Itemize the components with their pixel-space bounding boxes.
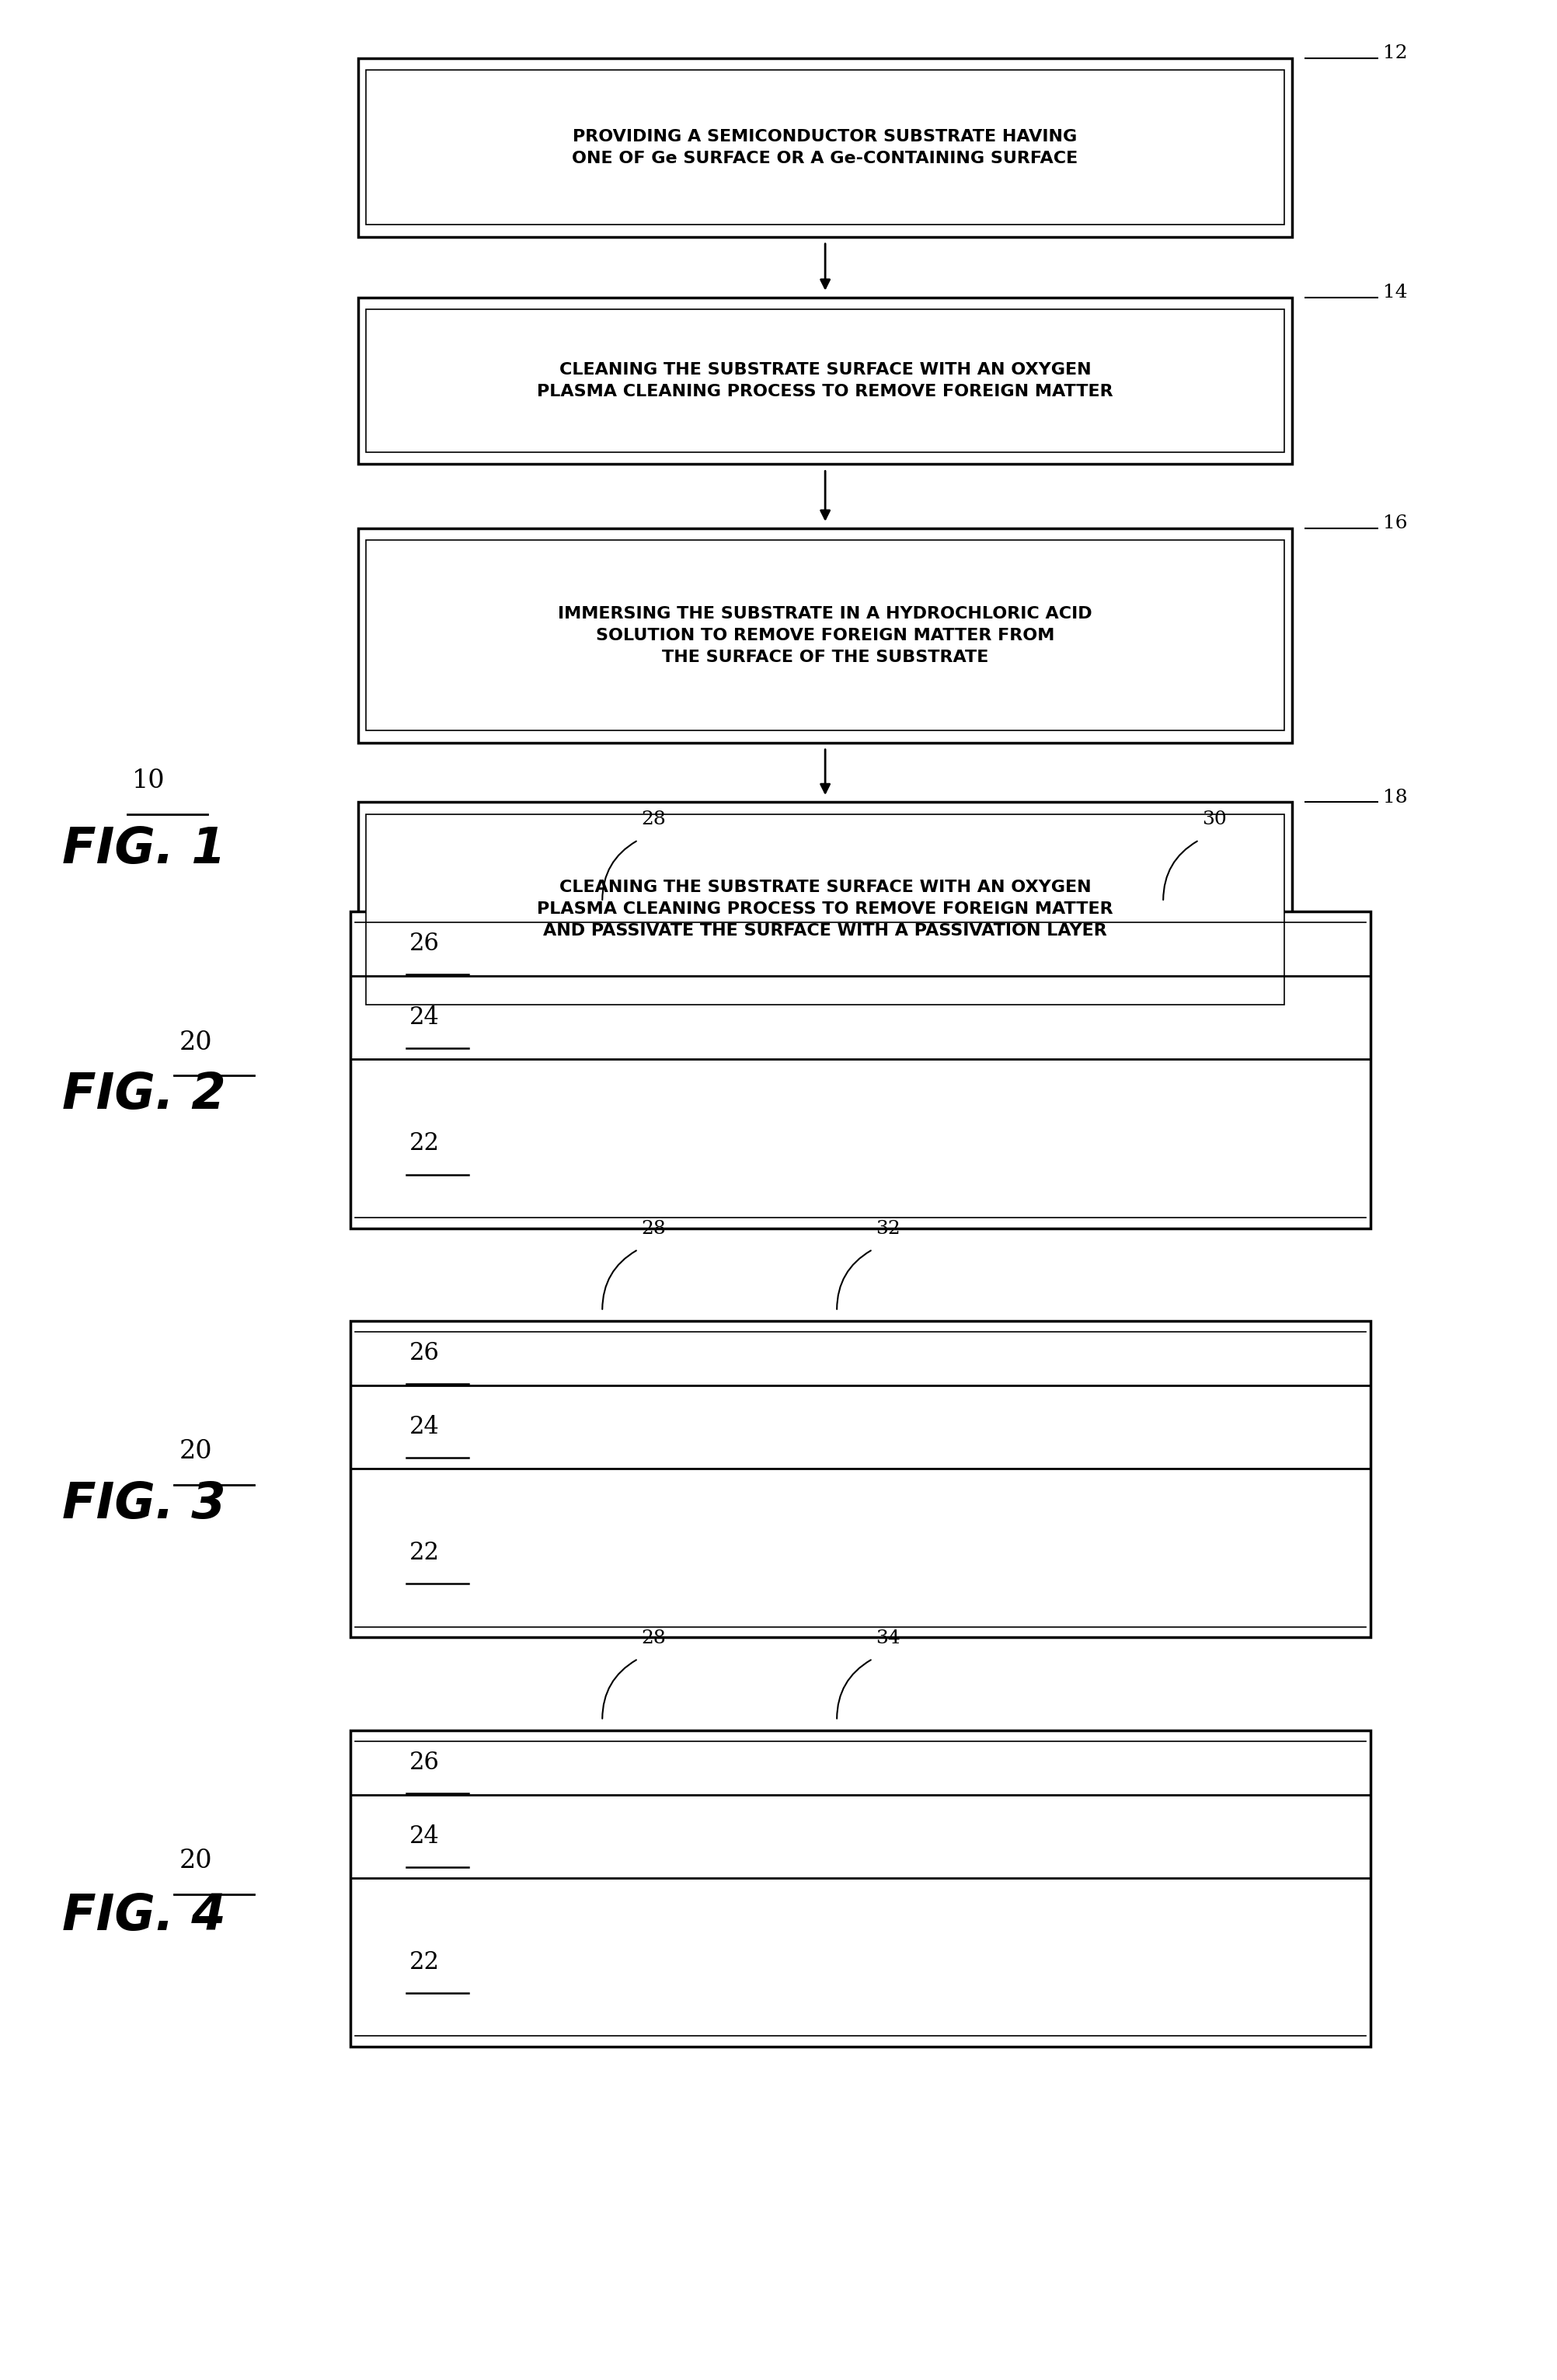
Text: FIG. 3: FIG. 3 (62, 1480, 226, 1528)
Text: 32: 32 (875, 1219, 900, 1238)
Text: 28: 28 (641, 1628, 666, 1647)
Text: FIG. 1: FIG. 1 (62, 826, 226, 873)
Text: 22: 22 (409, 1130, 439, 1157)
Text: 34: 34 (875, 1628, 900, 1647)
Bar (350, 1321, 1370, 1637)
Text: 16: 16 (1383, 514, 1408, 533)
Text: 28: 28 (641, 1219, 666, 1238)
Text: PROVIDING A SEMICONDUCTOR SUBSTRATE HAVING
ONE OF Ge SURFACE OR A Ge-CONTAINING : PROVIDING A SEMICONDUCTOR SUBSTRATE HAVI… (573, 129, 1077, 167)
Bar (358, 802, 1292, 1016)
Bar (358, 298, 1292, 464)
Text: FIG. 2: FIG. 2 (62, 1071, 226, 1119)
Text: 28: 28 (641, 809, 666, 828)
Text: 12: 12 (1383, 45, 1408, 62)
Text: FIG. 4: FIG. 4 (62, 1892, 226, 1940)
Text: 26: 26 (409, 1340, 439, 1366)
Text: 20: 20 (179, 1849, 212, 1873)
Text: CLEANING THE SUBSTRATE SURFACE WITH AN OXYGEN
PLASMA CLEANING PROCESS TO REMOVE : CLEANING THE SUBSTRATE SURFACE WITH AN O… (537, 881, 1113, 938)
Bar (358, 60, 1292, 238)
Text: 22: 22 (409, 1949, 439, 1975)
Text: 18: 18 (1383, 788, 1408, 807)
Text: CLEANING THE SUBSTRATE SURFACE WITH AN OXYGEN
PLASMA CLEANING PROCESS TO REMOVE : CLEANING THE SUBSTRATE SURFACE WITH AN O… (537, 362, 1113, 400)
Bar (366, 540, 1285, 731)
Text: 20: 20 (179, 1031, 212, 1054)
Bar (366, 71, 1285, 226)
Text: 26: 26 (409, 1749, 439, 1775)
Text: 14: 14 (1383, 283, 1408, 302)
Bar (350, 1730, 1370, 2047)
Text: 24: 24 (409, 1414, 439, 1440)
Bar (366, 814, 1285, 1004)
Text: 22: 22 (409, 1540, 439, 1566)
Text: 10: 10 (132, 769, 165, 793)
Text: 26: 26 (409, 931, 439, 957)
Text: 20: 20 (179, 1440, 212, 1464)
Text: 24: 24 (409, 1004, 439, 1031)
Text: 24: 24 (409, 1823, 439, 1849)
Bar (358, 528, 1292, 743)
Bar (350, 912, 1370, 1228)
Bar (366, 309, 1285, 452)
Text: 30: 30 (1202, 809, 1227, 828)
Text: IMMERSING THE SUBSTRATE IN A HYDROCHLORIC ACID
SOLUTION TO REMOVE FOREIGN MATTER: IMMERSING THE SUBSTRATE IN A HYDROCHLORI… (557, 607, 1093, 664)
